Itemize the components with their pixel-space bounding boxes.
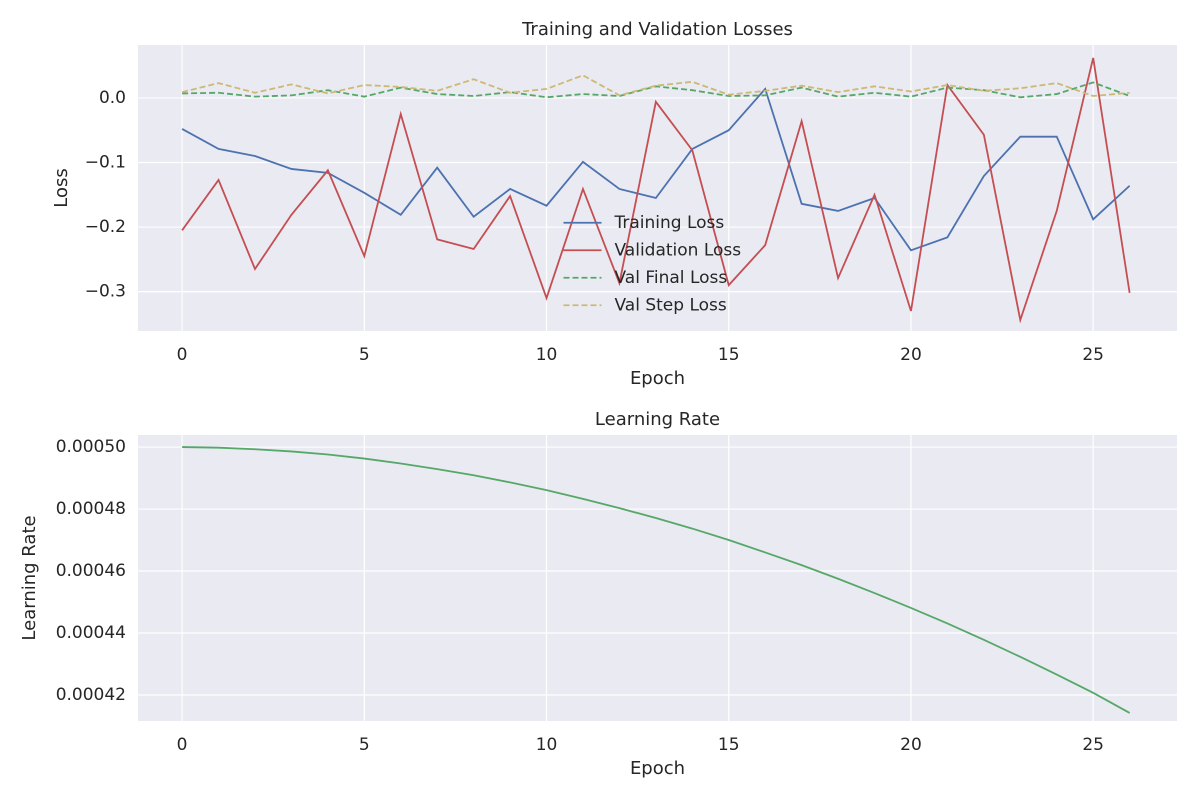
- y-tick-label: 0.00048: [56, 499, 126, 519]
- y-tick-label: 0.00044: [56, 623, 126, 643]
- y-tick-label: 0.0: [99, 88, 126, 108]
- x-axis-label: Epoch: [630, 368, 685, 389]
- x-tick-label: 10: [536, 735, 558, 755]
- x-tick-label: 5: [359, 345, 370, 365]
- y-tick-label: 0.00042: [56, 685, 126, 705]
- y-tick-label: −0.1: [85, 152, 126, 172]
- x-tick-label: 10: [536, 345, 558, 365]
- legend-label: Val Final Loss: [615, 268, 728, 288]
- series-line: [181, 74, 1130, 97]
- chart-title: Training and Validation Losses: [521, 19, 793, 40]
- series-line: [181, 87, 1131, 252]
- y-axis-label: Loss: [51, 168, 72, 207]
- series-line: [182, 81, 1130, 99]
- y-axis-label: Learning Rate: [19, 515, 40, 640]
- plot-area: [138, 45, 1177, 331]
- x-tick-label: 5: [359, 735, 370, 755]
- x-tick-label: 25: [1082, 735, 1104, 755]
- series-line: [182, 446, 1131, 714]
- x-tick-label: 20: [900, 735, 922, 755]
- plot-area: [138, 435, 1177, 721]
- y-tick-label: 0.00046: [56, 561, 126, 581]
- x-tick-label: 20: [900, 345, 922, 365]
- y-tick-label: 0.00050: [56, 437, 126, 457]
- x-tick-label: 0: [177, 735, 188, 755]
- y-tick-label: −0.3: [85, 282, 126, 302]
- legend-label: Training Loss: [614, 213, 725, 233]
- legend-label: Val Step Loss: [615, 295, 727, 315]
- x-tick-label: 0: [177, 345, 188, 365]
- y-tick-label: −0.2: [85, 217, 126, 237]
- x-axis-label: Epoch: [630, 758, 685, 779]
- legend-label: Validation Loss: [615, 240, 742, 260]
- x-tick-label: 25: [1082, 345, 1104, 365]
- x-tick-label: 15: [718, 735, 740, 755]
- series-line: [181, 57, 1131, 324]
- chart-title: Learning Rate: [595, 409, 720, 430]
- x-tick-label: 15: [718, 345, 740, 365]
